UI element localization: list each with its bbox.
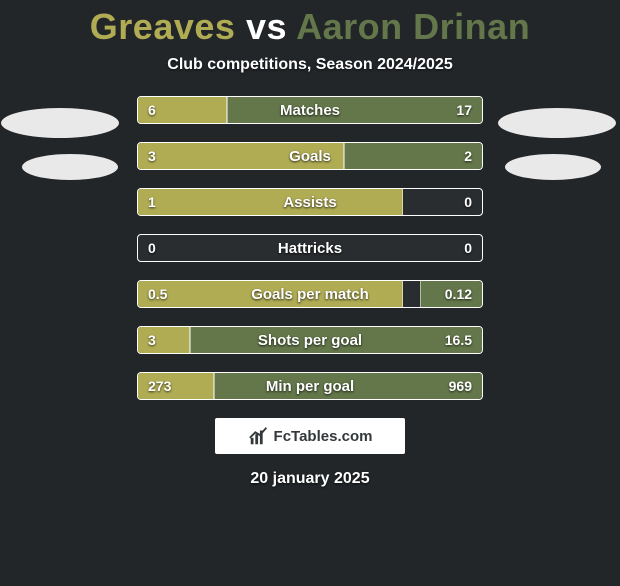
title-vs: vs [246,6,287,47]
date-text: 20 january 2025 [0,470,620,488]
stat-value-right: 0 [454,189,482,215]
stat-row: 0.50.12Goals per match [137,280,483,308]
stat-value-left: 6 [138,97,166,123]
subtitle: Club competitions, Season 2024/2025 [0,56,620,74]
stat-row: 316.5Shots per goal [137,326,483,354]
chart-icon [248,425,270,447]
stat-value-right: 16.5 [435,327,482,353]
stat-fill-left [138,281,403,307]
player-ellipse [505,154,601,180]
stat-value-right: 2 [454,143,482,169]
player-ellipse [1,108,119,138]
title-left: Greaves [90,6,236,47]
stat-value-left: 1 [138,189,166,215]
stat-value-right: 17 [446,97,482,123]
stat-value-left: 0.5 [138,281,177,307]
stat-row: 32Goals [137,142,483,170]
brand-badge: FcTables.com [215,418,405,454]
player-ellipse [22,154,118,180]
player-ellipse [498,108,616,138]
stat-value-left: 3 [138,143,166,169]
stat-row: 10Assists [137,188,483,216]
stat-value-right: 0 [454,235,482,261]
stat-value-left: 273 [138,373,181,399]
stat-row: 273969Min per goal [137,372,483,400]
stat-row: 0 0Hattricks [137,234,483,262]
stat-value-left: 3 [138,327,166,353]
stat-value-right: 0.12 [435,281,482,307]
stat-fill-left [138,189,403,215]
title-right: Aaron Drinan [296,6,530,47]
stat-row: 617Matches [137,96,483,124]
stat-value-left: 0 [138,235,166,261]
brand-text: FcTables.com [274,428,373,445]
stat-metric-label: Hattricks [138,235,482,261]
comparison-arena: 617Matches32Goals10Assists00Hattricks0.5… [0,96,620,400]
comparison-title: Greaves vs Aaron Drinan [0,6,620,48]
bars-container: 617Matches32Goals10Assists00Hattricks0.5… [137,96,483,400]
stat-value-right: 969 [439,373,482,399]
stat-fill-right [227,97,482,123]
stat-fill-left [138,143,344,169]
